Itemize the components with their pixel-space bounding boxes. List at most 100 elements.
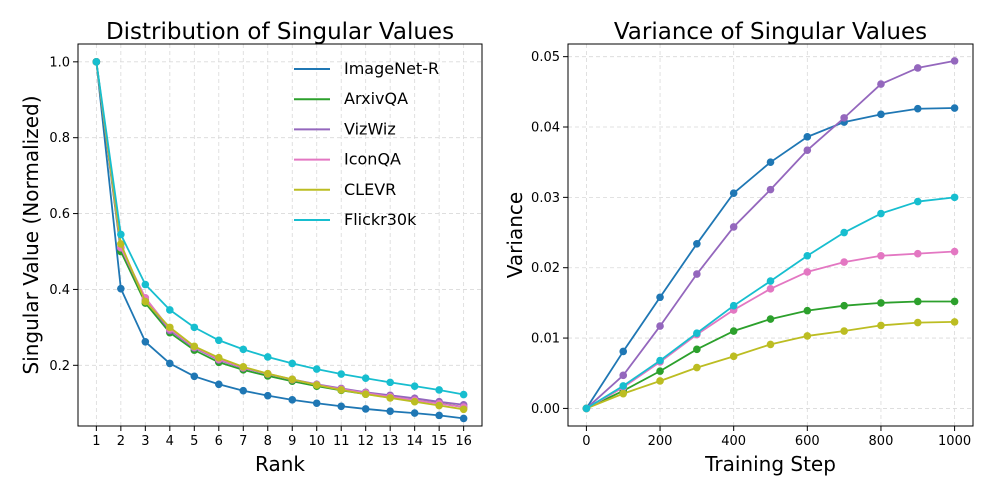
data-point <box>190 323 199 332</box>
data-point <box>803 306 812 315</box>
legend: ImageNet-R ArxivQA VizWiz IconQA CLEVR Flickr… <box>294 59 439 229</box>
chart-title: Variance of Singular Values <box>614 19 927 45</box>
series-line <box>95 61 464 408</box>
data-point <box>410 409 419 417</box>
data-point <box>950 104 959 112</box>
legend-label: VizWiz <box>344 119 396 138</box>
data-point <box>656 293 664 302</box>
x-tick-label: 3 <box>141 434 149 449</box>
x-tick-label: 14 <box>406 434 423 449</box>
x-tick-label: 5 <box>190 434 198 449</box>
x-tick-label: 9 <box>288 434 296 449</box>
x-axis-label: Training Step <box>704 452 836 476</box>
y-tick-label: 0.8 <box>49 131 70 146</box>
data-point <box>840 327 848 335</box>
series-line <box>585 250 955 410</box>
data-point <box>656 377 664 385</box>
data-point <box>656 367 664 375</box>
data-point <box>840 114 848 122</box>
y-tick-label: 0.04 <box>531 121 560 136</box>
y-tick-label: 0.05 <box>531 50 560 65</box>
data-point <box>656 322 664 330</box>
y-axis-label: Singular Value (Normalized) <box>19 96 43 375</box>
chart-title: Distribution of Singular Values <box>106 19 454 45</box>
data-point <box>141 280 150 289</box>
x-tick-label: 10 <box>308 434 325 449</box>
data-point <box>913 197 922 206</box>
data-point <box>729 189 738 197</box>
data-point <box>190 372 199 381</box>
x-tick-label: 4 <box>166 434 174 449</box>
data-point <box>214 380 223 389</box>
data-point <box>803 251 812 260</box>
legend-label: ImageNet-R <box>344 59 439 78</box>
data-point <box>840 228 848 237</box>
y-tick-label: 0.02 <box>531 261 560 276</box>
x-tick-label: 8 <box>264 434 272 449</box>
x-tick-label: 2 <box>117 434 125 449</box>
data-point <box>288 375 297 384</box>
y-tick-label: 0.4 <box>49 283 70 298</box>
data-point <box>141 337 150 346</box>
series-line <box>95 61 464 396</box>
series-line <box>95 61 464 411</box>
x-tick-label: 6 <box>215 434 223 449</box>
series-line <box>95 61 464 420</box>
data-point <box>693 270 701 278</box>
data-point <box>913 104 922 113</box>
x-tick-label: 1000 <box>938 434 971 449</box>
legend-label: Flickr30k <box>344 210 417 229</box>
data-point <box>950 193 959 202</box>
legend-label: ArxivQA <box>344 89 408 108</box>
data-point <box>950 247 959 256</box>
data-point <box>312 381 321 389</box>
y-tick-label: 0.03 <box>531 191 560 206</box>
data-point <box>729 301 738 310</box>
data-point <box>312 365 321 373</box>
data-point <box>337 370 346 378</box>
data-point <box>913 64 922 72</box>
data-point <box>263 391 272 400</box>
data-point <box>337 402 346 411</box>
chart-1: 1 2 3 4 5 6 7 8 9 10 11 12 13 14 15 160.20.40.60.81.0Di… <box>19 19 483 476</box>
data-point <box>840 258 848 266</box>
data-point <box>877 80 885 88</box>
x-tick-label: 13 <box>382 434 399 449</box>
data-point <box>877 299 885 307</box>
data-point <box>166 323 174 332</box>
data-point <box>766 158 775 166</box>
data-point <box>766 277 775 285</box>
data-point <box>766 185 775 194</box>
data-point <box>361 405 370 413</box>
data-point <box>803 146 812 155</box>
axis-frame <box>77 43 483 427</box>
data-point <box>803 332 812 340</box>
series-line <box>585 107 955 409</box>
y-axis-label: Variance <box>503 192 527 278</box>
data-point <box>166 359 174 368</box>
data-point <box>386 394 394 402</box>
data-point <box>619 371 628 380</box>
chart-2: 0 200 400 600 800 1000 0.00 0.01 0.02 0.03 0.04 0.0… <box>503 19 974 476</box>
y-tick-label: 0.2 <box>49 359 70 374</box>
data-point <box>117 230 125 239</box>
x-tick-label: 15 <box>431 434 448 449</box>
data-point <box>361 390 370 398</box>
x-tick-label: 0 <box>582 434 590 449</box>
data-point <box>729 327 738 335</box>
data-point <box>435 411 443 420</box>
data-point <box>459 405 468 414</box>
data-point <box>141 297 150 306</box>
x-tick-label: 16 <box>455 434 472 449</box>
x-tick-label: 400 <box>721 434 746 449</box>
data-point <box>766 340 775 349</box>
y-tick-label: 0.6 <box>49 207 70 222</box>
data-point <box>214 353 223 362</box>
data-point <box>117 240 125 248</box>
series-line <box>586 320 955 410</box>
data-point <box>361 374 370 383</box>
data-point <box>619 389 628 398</box>
data-point <box>619 347 628 356</box>
data-point <box>386 378 394 387</box>
data-point <box>435 401 443 410</box>
